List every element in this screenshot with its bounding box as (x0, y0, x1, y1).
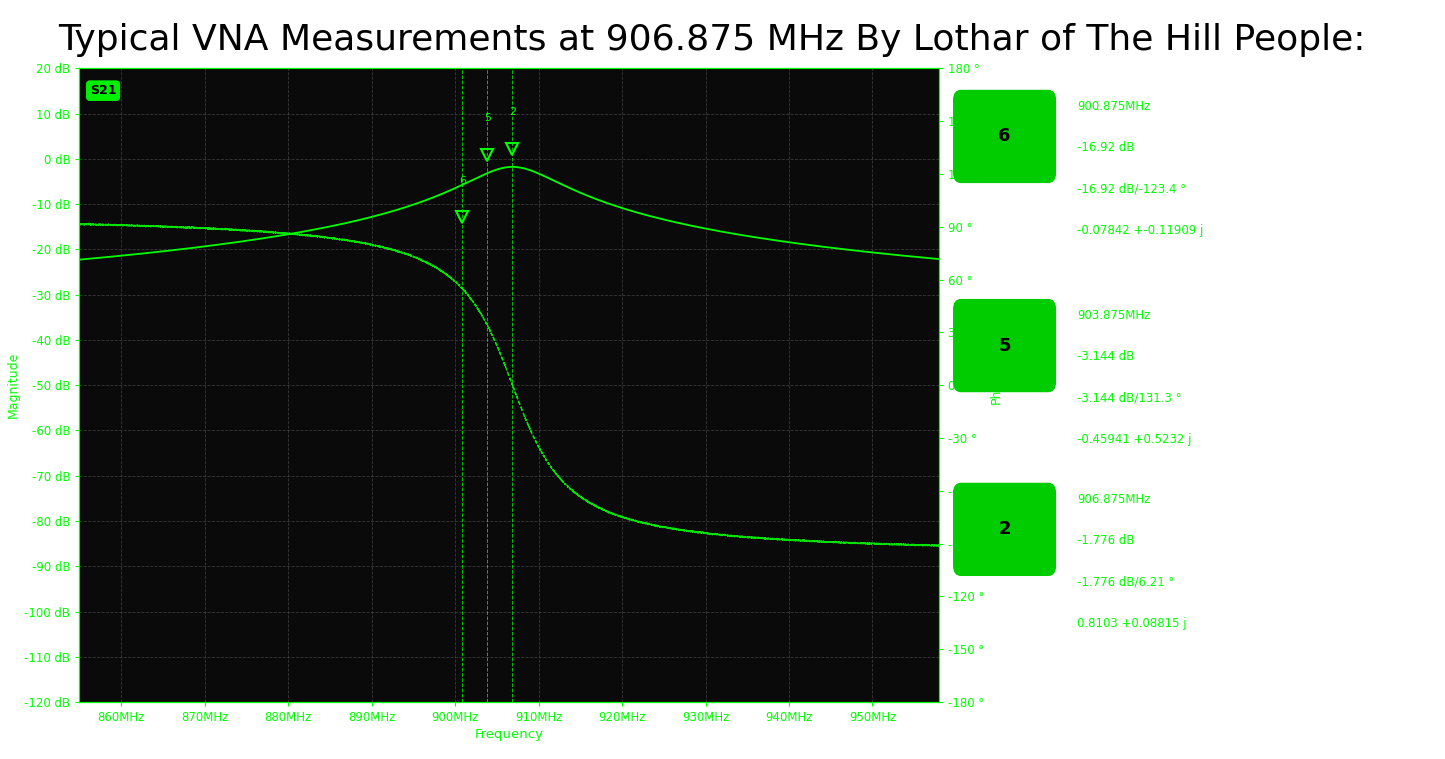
Y-axis label: Phase: Phase (990, 367, 1003, 404)
X-axis label: Frequency: Frequency (475, 729, 543, 742)
Text: 5: 5 (484, 113, 491, 123)
Text: 900.875MHz: 900.875MHz (1077, 100, 1150, 113)
FancyBboxPatch shape (954, 483, 1055, 575)
Text: -0.45941 +0.5232 j: -0.45941 +0.5232 j (1077, 433, 1192, 446)
Text: 6: 6 (998, 128, 1011, 146)
Text: 903.875MHz: 903.875MHz (1077, 309, 1150, 322)
Text: -3.144 dB: -3.144 dB (1077, 351, 1134, 364)
Text: -16.92 dB: -16.92 dB (1077, 141, 1134, 154)
Text: 2: 2 (509, 107, 516, 117)
FancyBboxPatch shape (954, 90, 1055, 182)
Text: 0.8103 +0.08815 j: 0.8103 +0.08815 j (1077, 616, 1186, 629)
Text: S21: S21 (90, 84, 116, 97)
Text: 2: 2 (998, 521, 1011, 538)
Text: -3.144 dB/131.3 °: -3.144 dB/131.3 ° (1077, 392, 1182, 405)
Text: -1.776 dB: -1.776 dB (1077, 534, 1134, 547)
Text: Typical VNA Measurements at 906.875 MHz By Lothar of The Hill People:: Typical VNA Measurements at 906.875 MHz … (58, 23, 1366, 57)
FancyBboxPatch shape (954, 300, 1055, 392)
Y-axis label: Magnitude: Magnitude (7, 352, 20, 418)
Text: 5: 5 (998, 336, 1011, 354)
Text: -1.776 dB/6.21 °: -1.776 dB/6.21 ° (1077, 575, 1175, 588)
Text: -16.92 dB/-123.4 °: -16.92 dB/-123.4 ° (1077, 182, 1186, 195)
Text: 906.875MHz: 906.875MHz (1077, 493, 1150, 506)
Text: -0.07842 +-0.11909 j: -0.07842 +-0.11909 j (1077, 224, 1204, 237)
Text: 6: 6 (460, 175, 465, 186)
